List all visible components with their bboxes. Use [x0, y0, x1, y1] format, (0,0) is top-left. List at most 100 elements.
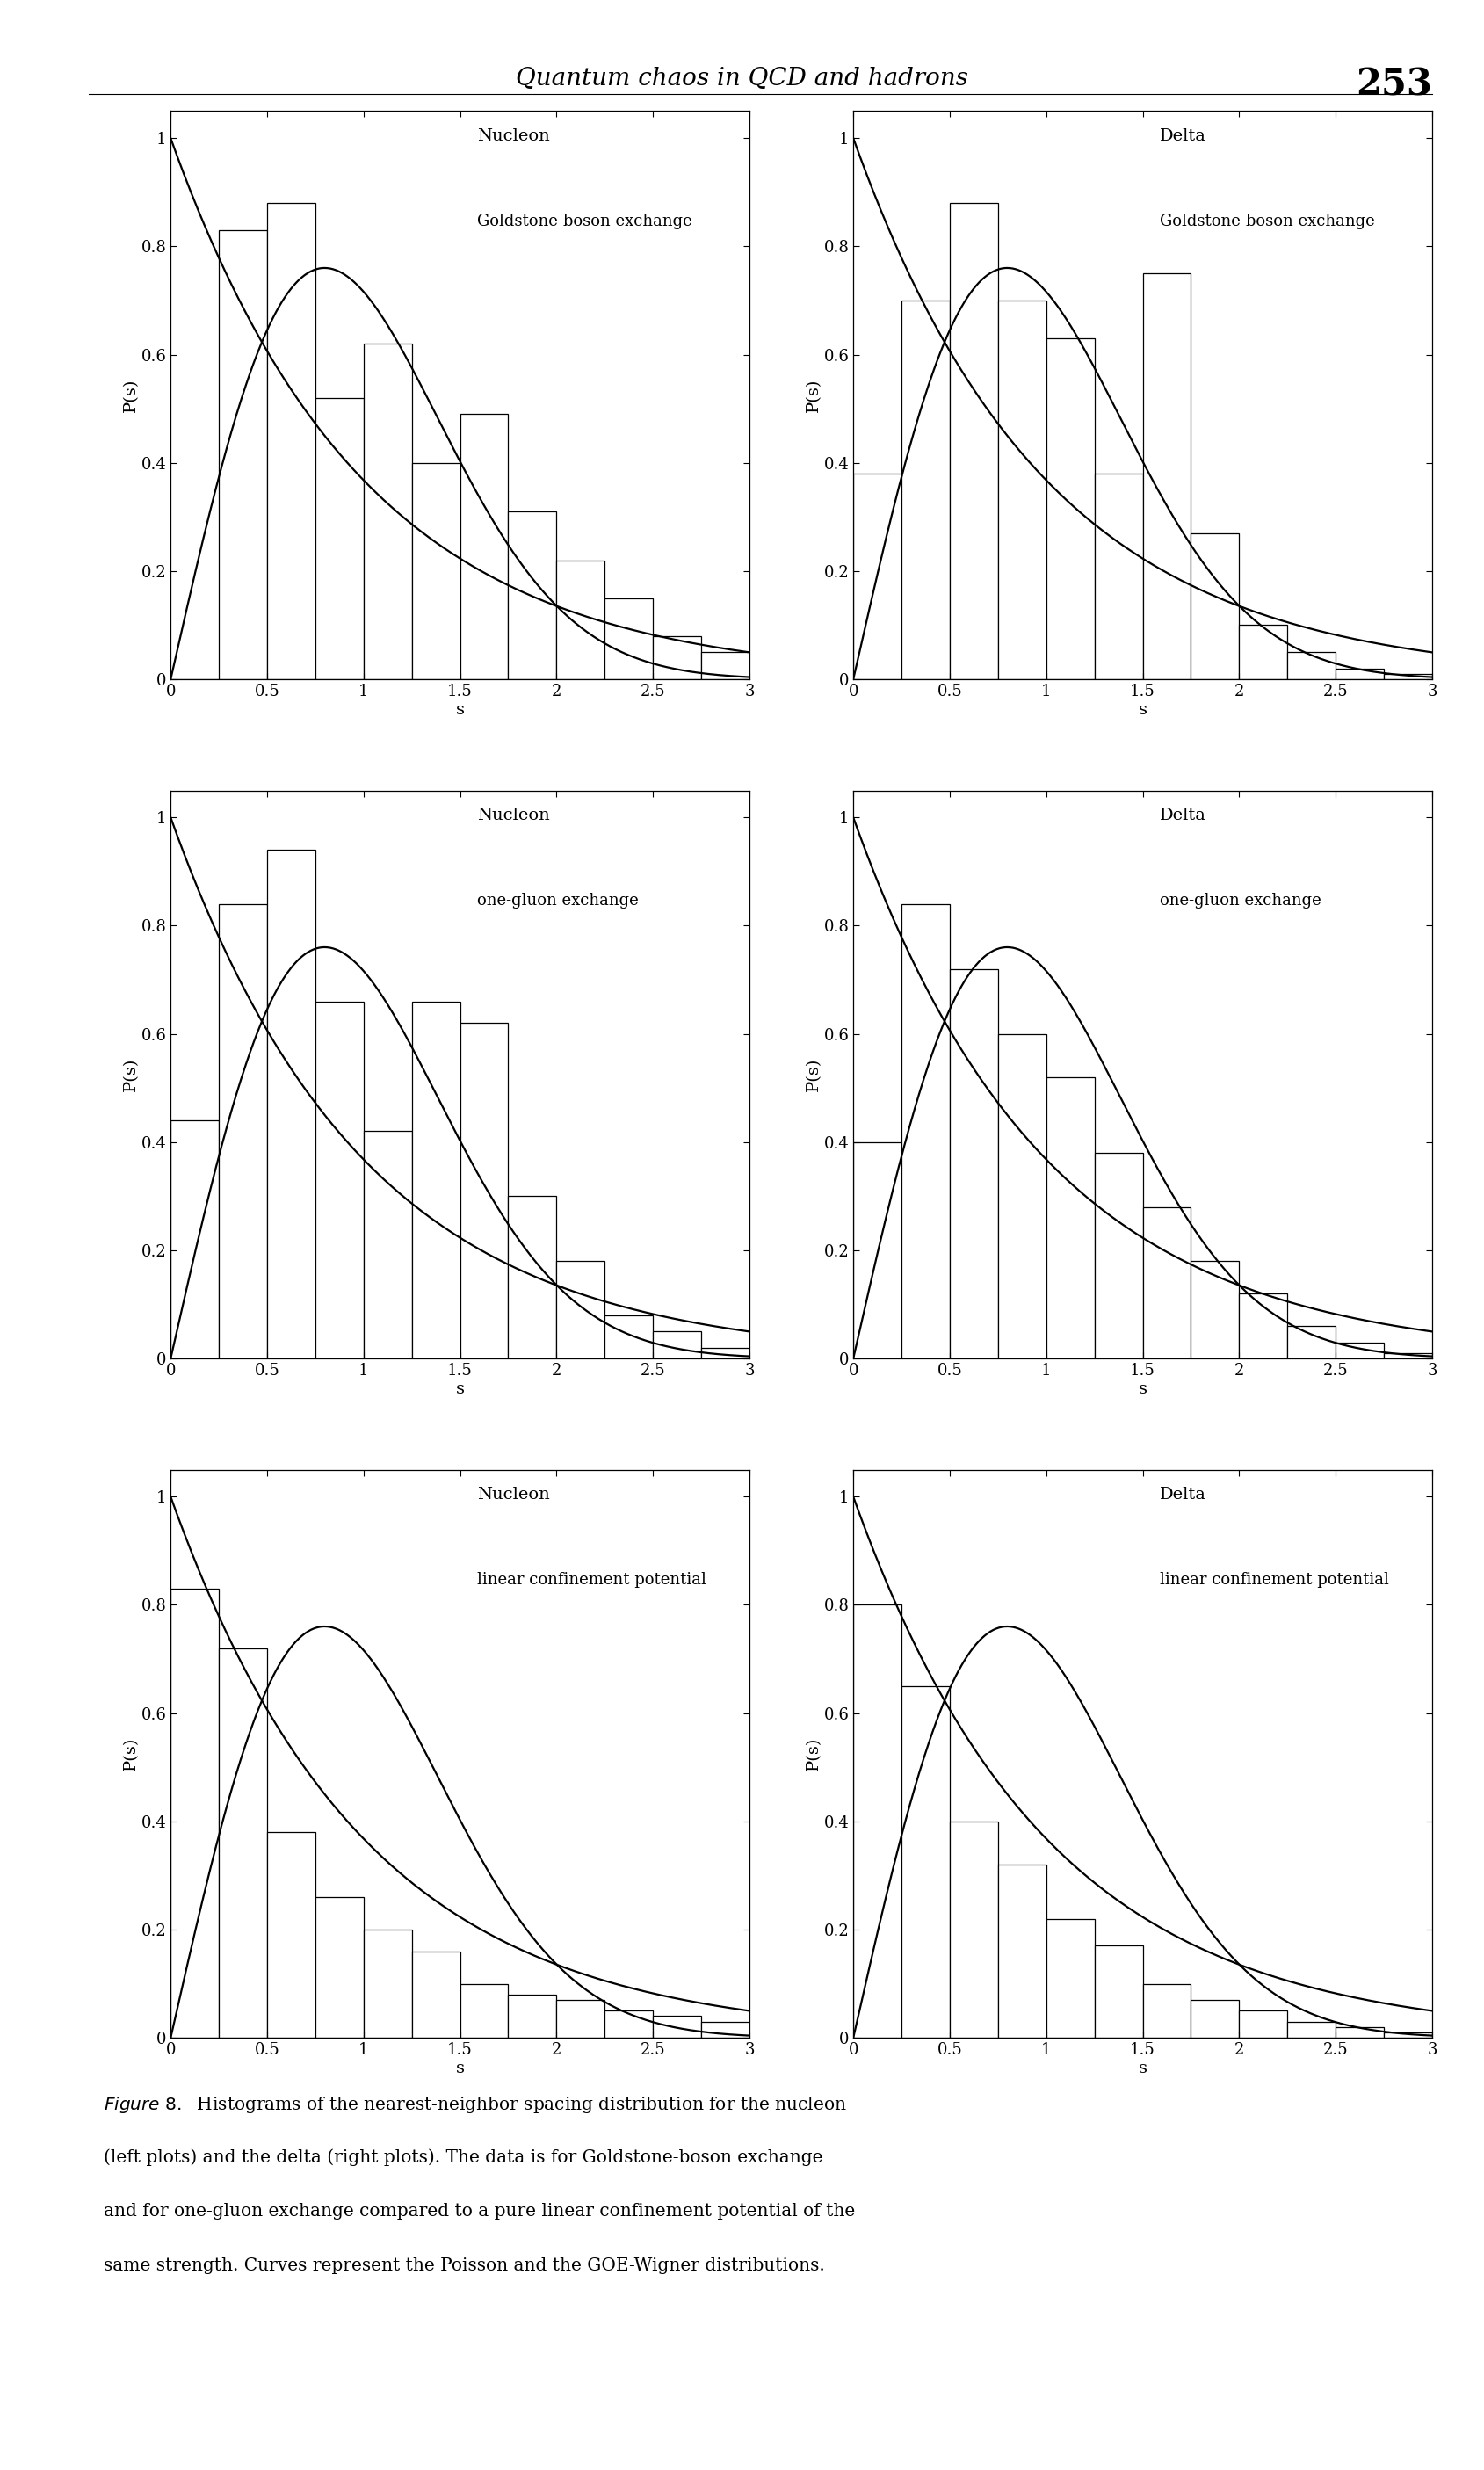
Bar	[1143, 1208, 1190, 1359]
X-axis label: s: s	[456, 2060, 464, 2077]
Bar	[950, 1820, 997, 2038]
Bar	[171, 1588, 220, 2038]
Bar	[1385, 2033, 1432, 2038]
Bar	[508, 1993, 556, 2038]
Bar	[1046, 338, 1094, 679]
Bar	[653, 1331, 700, 1359]
X-axis label: s: s	[1138, 1381, 1147, 1398]
X-axis label: s: s	[456, 701, 464, 719]
Bar	[1385, 674, 1432, 679]
Bar	[1046, 1077, 1094, 1359]
Text: linear confinement potential: linear confinement potential	[478, 1571, 706, 1588]
Bar	[1143, 1983, 1190, 2038]
Y-axis label: P(s): P(s)	[806, 1057, 821, 1092]
Bar	[999, 1865, 1046, 2038]
Bar	[902, 904, 950, 1359]
Bar	[1095, 1946, 1143, 2038]
Bar	[1190, 534, 1239, 679]
Y-axis label: P(s): P(s)	[123, 378, 138, 412]
Bar	[853, 474, 902, 679]
Bar	[411, 462, 460, 679]
Bar	[315, 1000, 364, 1359]
Text: $\mathit{Figure\ 8.}$  Histograms of the nearest-neighbor spacing distribution f: $\mathit{Figure\ 8.}$ Histograms of the …	[104, 2095, 847, 2114]
Bar	[902, 301, 950, 679]
Text: Delta: Delta	[1160, 128, 1206, 143]
Text: one-gluon exchange: one-gluon exchange	[478, 892, 638, 909]
Bar	[508, 1195, 556, 1358]
Bar	[1288, 2020, 1336, 2038]
Bar	[364, 1131, 411, 1359]
Bar	[1288, 1326, 1336, 1359]
Bar	[267, 850, 315, 1359]
Bar	[171, 1121, 220, 1359]
Bar	[1095, 474, 1143, 679]
Bar	[1239, 1294, 1287, 1359]
Bar	[1239, 2011, 1287, 2038]
Bar	[604, 598, 653, 679]
Text: Quantum chaos in QCD and hadrons: Quantum chaos in QCD and hadrons	[516, 67, 968, 91]
Bar	[460, 1983, 508, 2038]
Bar	[220, 230, 267, 679]
Text: same strength. Curves represent the Poisson and the GOE-Wigner distributions.: same strength. Curves represent the Pois…	[104, 2258, 825, 2275]
Bar	[700, 652, 749, 679]
Bar	[411, 1000, 460, 1359]
Bar	[508, 511, 556, 679]
Text: 253: 253	[1356, 67, 1432, 104]
Text: (left plots) and the delta (right plots). The data is for Goldstone-boson exchan: (left plots) and the delta (right plots)…	[104, 2149, 824, 2166]
Bar	[700, 2020, 749, 2038]
Bar	[267, 1833, 315, 2038]
Text: Nucleon: Nucleon	[478, 1487, 551, 1502]
Text: Nucleon: Nucleon	[478, 128, 551, 143]
Y-axis label: P(s): P(s)	[806, 378, 821, 412]
Bar	[950, 968, 997, 1359]
Bar	[364, 343, 411, 679]
Y-axis label: P(s): P(s)	[806, 1736, 821, 1771]
Text: Delta: Delta	[1160, 1487, 1206, 1502]
Bar	[1143, 274, 1190, 679]
Bar	[1336, 2028, 1385, 2038]
Bar	[604, 1314, 653, 1358]
Bar	[853, 1141, 902, 1359]
Bar	[1385, 1354, 1432, 1359]
Bar	[220, 1647, 267, 2038]
Bar	[999, 301, 1046, 679]
Bar	[267, 203, 315, 679]
Bar	[1095, 1153, 1143, 1359]
Bar	[604, 2011, 653, 2038]
Bar	[460, 1023, 508, 1359]
Bar	[315, 398, 364, 679]
Bar	[460, 415, 508, 679]
Text: Goldstone-boson exchange: Goldstone-boson exchange	[1160, 212, 1376, 230]
X-axis label: s: s	[1138, 2060, 1147, 2077]
Text: and for one-gluon exchange compared to a pure linear confinement potential of th: and for one-gluon exchange compared to a…	[104, 2203, 855, 2221]
X-axis label: s: s	[456, 1381, 464, 1398]
Bar	[902, 1687, 950, 2038]
Bar	[364, 1929, 411, 2038]
Y-axis label: P(s): P(s)	[123, 1057, 138, 1092]
Bar	[653, 2016, 700, 2038]
X-axis label: s: s	[1138, 701, 1147, 719]
Text: Nucleon: Nucleon	[478, 808, 551, 823]
Bar	[653, 635, 700, 679]
Bar	[1190, 2001, 1239, 2038]
Text: Delta: Delta	[1160, 808, 1206, 823]
Text: one-gluon exchange: one-gluon exchange	[1160, 892, 1321, 909]
Bar	[1336, 1341, 1385, 1358]
Bar	[999, 1035, 1046, 1359]
Y-axis label: P(s): P(s)	[123, 1736, 138, 1771]
Bar	[1336, 669, 1385, 679]
Bar	[315, 1897, 364, 2038]
Text: linear confinement potential: linear confinement potential	[1160, 1571, 1389, 1588]
Bar	[1288, 652, 1336, 679]
Bar	[556, 561, 605, 679]
Bar	[1190, 1262, 1239, 1359]
Bar	[220, 904, 267, 1359]
Bar	[700, 1349, 749, 1358]
Text: Goldstone-boson exchange: Goldstone-boson exchange	[478, 212, 693, 230]
Bar	[1239, 625, 1287, 679]
Bar	[950, 203, 997, 679]
Bar	[556, 1262, 605, 1359]
Bar	[853, 1606, 902, 2038]
Bar	[411, 1951, 460, 2038]
Bar	[1046, 1919, 1094, 2038]
